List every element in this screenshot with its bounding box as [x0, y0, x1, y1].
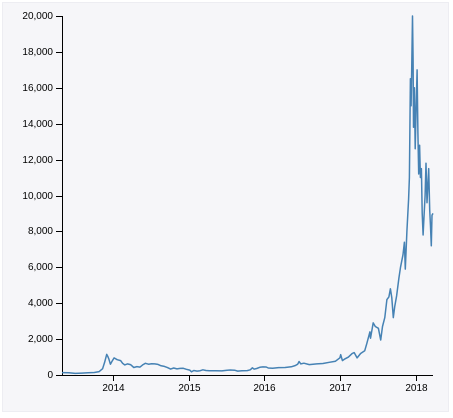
x-tick-label: 2016 — [253, 383, 276, 394]
x-tick-label: 2014 — [102, 383, 125, 394]
y-tick-label: 4,000 — [28, 298, 53, 309]
y-tick-label: 2,000 — [28, 334, 53, 345]
y-tick-label: 10,000 — [22, 191, 53, 202]
x-tick-label: 2018 — [405, 383, 428, 394]
y-tick-label: 6,000 — [28, 262, 53, 273]
x-axis: 2014 2015 2016 2017 2018 — [62, 375, 433, 394]
plot-area — [61, 15, 434, 375]
y-tick-label: 16,000 — [22, 83, 53, 94]
y-tick-label: 8,000 — [28, 226, 53, 237]
series-line — [61, 15, 434, 375]
y-tick-label: 14,000 — [22, 119, 53, 130]
y-tick-label: 18,000 — [22, 47, 53, 58]
x-tick-label: 2017 — [329, 383, 352, 394]
y-axis: 0 2,000 4,000 6,000 8,000 10,000 12,000 14,000 1… — [22, 11, 63, 381]
y-tick-label: 20,000 — [22, 11, 53, 22]
y-tick-label: 0 — [47, 370, 53, 381]
y-tick-label: 12,000 — [22, 155, 53, 166]
chart-frame — [2, 2, 449, 412]
x-tick-label: 2015 — [178, 383, 201, 394]
